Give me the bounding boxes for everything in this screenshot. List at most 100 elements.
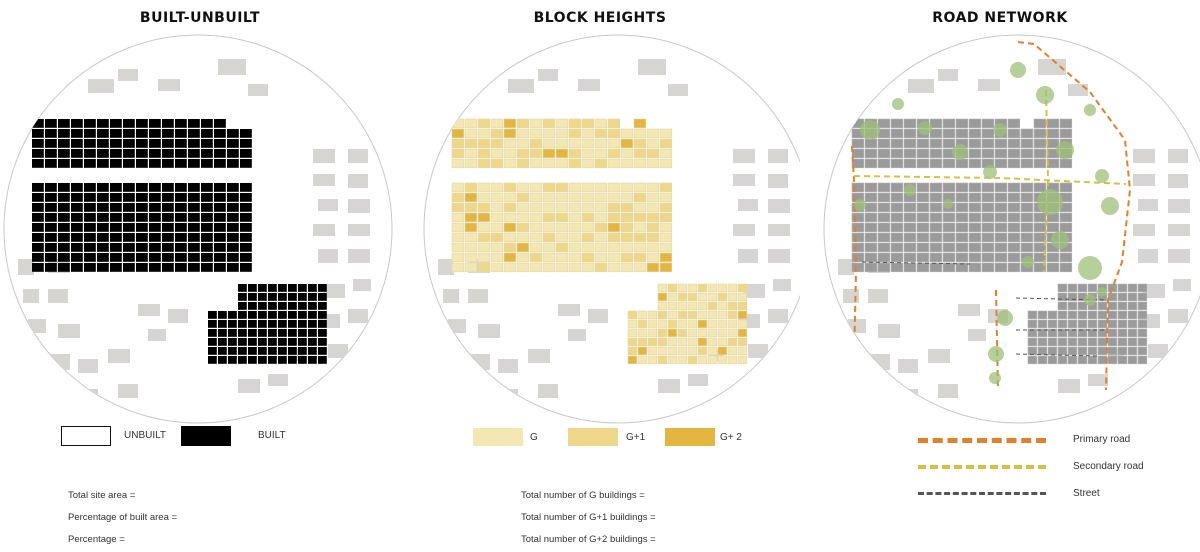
context-building: [1173, 279, 1191, 291]
building-parcel: [627, 337, 638, 347]
building-parcel: [890, 148, 904, 159]
building-parcel: [1067, 301, 1078, 311]
building-parcel: [308, 320, 317, 328]
building-parcel: [903, 242, 917, 253]
building-parcel: [633, 118, 647, 129]
building-parcel: [97, 139, 109, 148]
building-parcel: [568, 138, 582, 149]
building-parcel: [542, 252, 556, 263]
building-parcel: [238, 302, 247, 310]
building-parcel: [633, 212, 647, 223]
building-parcel: [227, 233, 239, 242]
building-parcel: [503, 232, 517, 243]
building-parcel: [97, 213, 109, 222]
building-parcel: [516, 242, 530, 253]
context-building: [1168, 309, 1188, 323]
tree: [1056, 141, 1074, 159]
building-parcel: [637, 319, 648, 329]
building-parcel: [71, 263, 83, 272]
building-parcel: [929, 148, 943, 159]
building-parcel: [955, 252, 969, 263]
building-parcel: [71, 139, 83, 148]
building-parcel: [890, 192, 904, 203]
building-parcel: [97, 119, 109, 128]
building-parcel: [149, 263, 161, 272]
building-parcel: [32, 193, 44, 202]
building-parcel: [594, 242, 608, 253]
building-parcel: [1020, 182, 1034, 193]
context-building: [773, 279, 791, 291]
building-parcel: [903, 232, 917, 243]
building-parcel: [1137, 355, 1148, 365]
building-parcel: [123, 193, 135, 202]
building-parcel: [667, 283, 678, 293]
building-parcel: [227, 213, 239, 222]
building-parcel: [717, 310, 728, 320]
building-parcel: [240, 149, 252, 158]
building-parcel: [877, 182, 891, 193]
building-parcel: [529, 242, 543, 253]
building-parcel: [288, 311, 297, 319]
building-parcel: [32, 159, 44, 168]
building-parcel: [568, 182, 582, 193]
building-parcel: [1097, 346, 1108, 356]
building-parcel: [647, 319, 658, 329]
building-parcel: [994, 232, 1008, 243]
context-building: [438, 259, 454, 275]
building-parcel: [633, 148, 647, 159]
building-parcel: [298, 338, 307, 346]
building-parcel: [687, 292, 698, 302]
context-building: [313, 174, 335, 186]
building-parcel: [214, 149, 226, 158]
building-parcel: [529, 158, 543, 169]
building-parcel: [298, 302, 307, 310]
building-parcel: [238, 356, 247, 364]
building-parcel: [1107, 337, 1118, 347]
tree: [1097, 287, 1107, 297]
building-parcel: [1097, 301, 1108, 311]
building-parcel: [1077, 328, 1088, 338]
building-parcel: [516, 158, 530, 169]
building-parcel: [188, 203, 200, 212]
building-parcel: [981, 242, 995, 253]
building-parcel: [687, 310, 698, 320]
building-parcel: [298, 293, 307, 301]
building-parcel: [227, 263, 239, 272]
building-parcel: [1107, 355, 1118, 365]
building-parcel: [175, 213, 187, 222]
building-parcel: [851, 252, 865, 263]
building-parcel: [594, 138, 608, 149]
building-parcel: [490, 262, 504, 273]
building-parcel: [707, 346, 718, 356]
context-building: [958, 304, 980, 316]
context-building: [838, 259, 854, 275]
building-parcel: [451, 212, 465, 223]
building-parcel: [1037, 328, 1048, 338]
building-parcel: [123, 149, 135, 158]
building-parcel: [162, 213, 174, 222]
building-parcel: [268, 284, 277, 292]
building-parcel: [1033, 252, 1047, 263]
building-parcel: [594, 232, 608, 243]
building-parcel: [175, 193, 187, 202]
building-parcel: [97, 263, 109, 272]
building-parcel: [929, 202, 943, 213]
building-parcel: [490, 242, 504, 253]
building-parcel: [627, 328, 638, 338]
building-parcel: [123, 139, 135, 148]
g1-swatch: [568, 428, 618, 446]
building-parcel: [994, 242, 1008, 253]
building-parcel: [1007, 262, 1021, 273]
building-parcel: [1067, 346, 1078, 356]
building-parcel: [136, 159, 148, 168]
building-parcel: [903, 262, 917, 273]
building-parcel: [607, 128, 621, 139]
building-parcel: [248, 329, 257, 337]
building-parcel: [188, 233, 200, 242]
building-parcel: [916, 222, 930, 233]
building-parcel: [1059, 212, 1073, 223]
building-parcel: [136, 119, 148, 128]
building-parcel: [45, 129, 57, 138]
building-parcel: [864, 182, 878, 193]
building-parcel: [516, 182, 530, 193]
